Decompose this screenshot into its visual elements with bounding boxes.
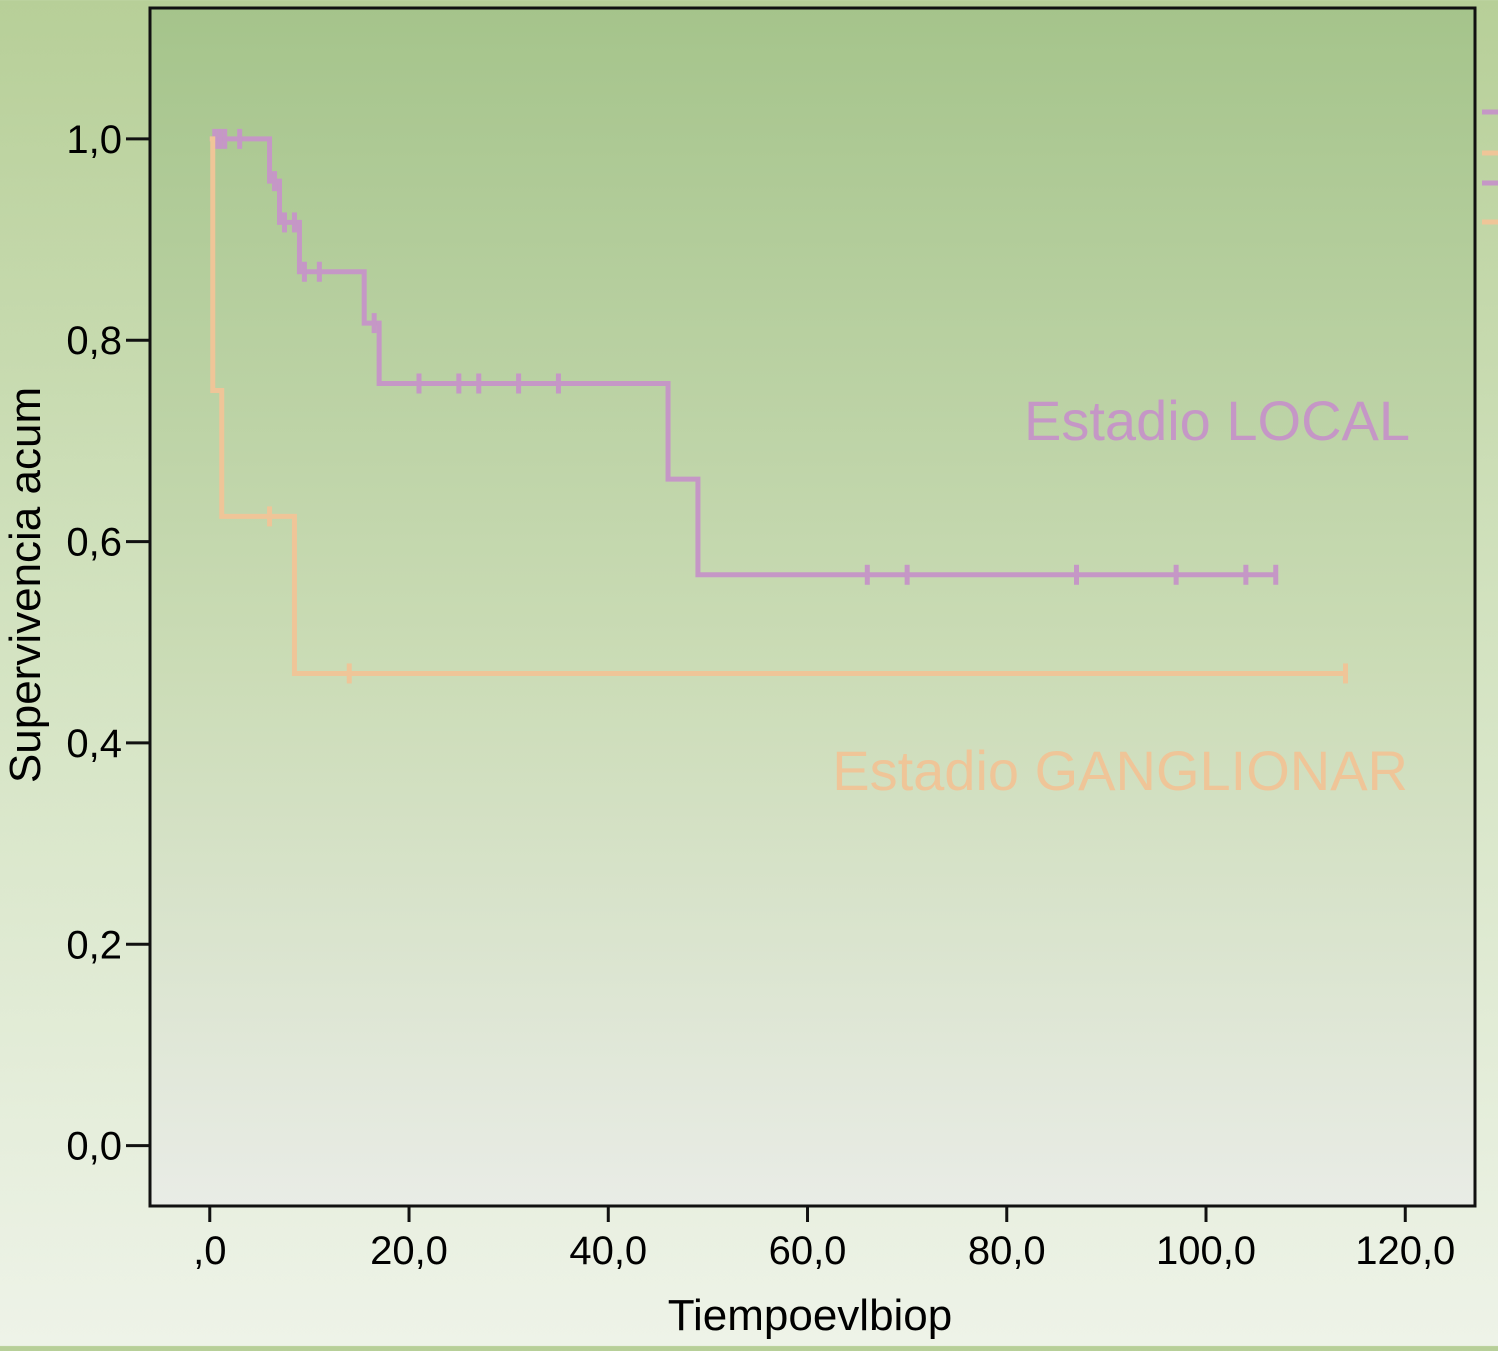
y-axis: 0,0 0,2 0,4 0,6 0,8 1,0 [66,118,150,1169]
x-axis: ,0 20,0 40,0 60,0 80,0 100,0 120,0 [193,1206,1455,1273]
x-axis-label: Tiempoevlbiop [668,1291,953,1340]
x-tick-label: 120,0 [1355,1229,1455,1273]
x-tick-label: 20,0 [370,1229,448,1273]
legend-partial [1482,109,1498,225]
series-line-1 [209,136,1346,676]
y-tick-label: 0,2 [66,923,122,967]
y-tick-label: 0,6 [66,521,122,565]
y-tick-label: 0,8 [66,319,122,363]
plot-area [148,6,1477,1208]
y-tick-label: 0,4 [66,722,122,766]
x-tick-label: 40,0 [569,1229,647,1273]
y-tick-label: 0,0 [66,1125,122,1169]
y-tick-label: 1,0 [66,118,122,162]
x-tick-label: 60,0 [769,1229,847,1273]
y-axis-label: Supervivencia acum [1,387,50,783]
series-layer [209,128,1348,684]
annotation-estadio-local: Estadio LOCAL [1024,389,1410,452]
x-tick-label: 80,0 [968,1229,1046,1273]
annotation-estadio-ganglionar: Estadio GANGLIONAR [832,739,1408,802]
x-tick-label: ,0 [193,1229,226,1273]
x-tick-label: 100,0 [1156,1229,1256,1273]
